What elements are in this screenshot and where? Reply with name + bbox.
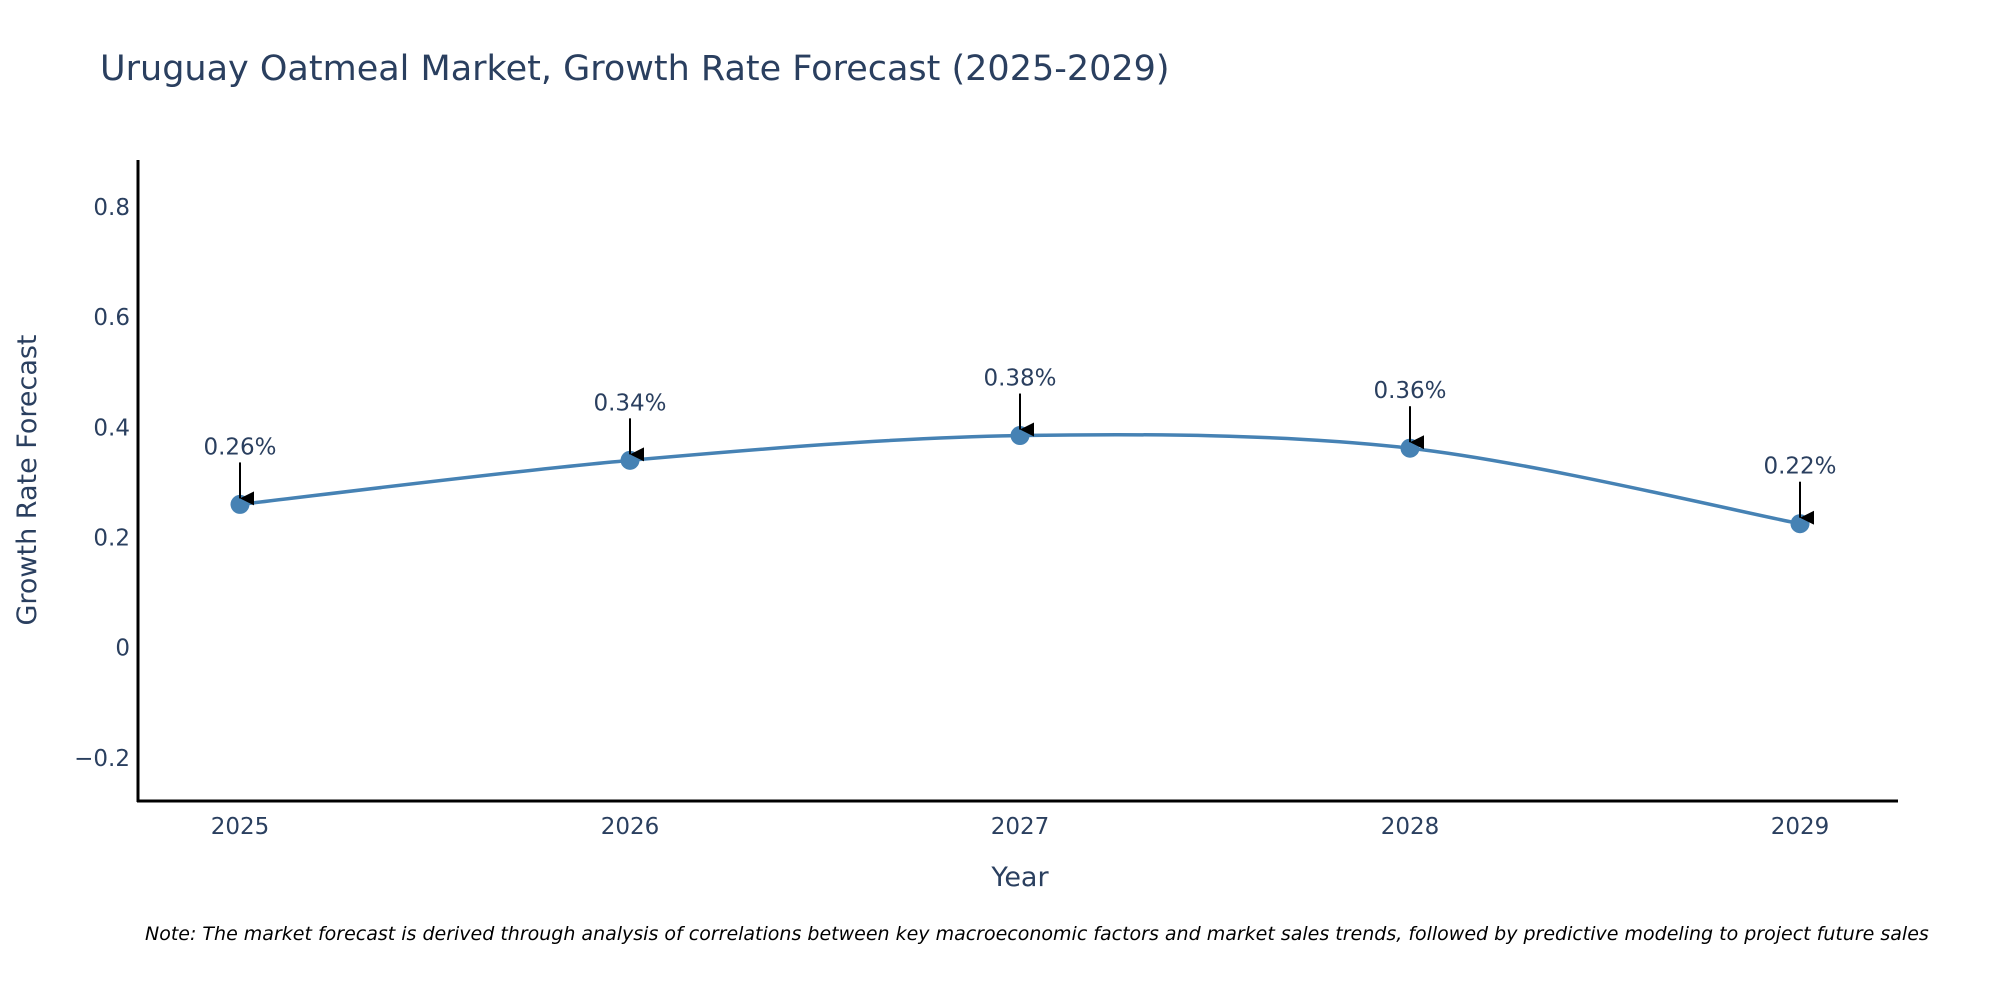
data-label: 0.22% [1763, 454, 1836, 480]
y-tick-label: 0.4 [93, 415, 130, 441]
x-axis-ticks: 2025 2026 2027 2028 2029 [211, 814, 1830, 840]
x-axis-title: Year [990, 862, 1049, 893]
y-axis-ticks: −0.2 0 0.2 0.4 0.6 0.8 [74, 195, 130, 772]
data-label: 0.34% [593, 390, 666, 416]
y-axis-title: Growth Rate Forecast [12, 334, 43, 625]
y-tick-label: 0.2 [93, 525, 130, 551]
data-label: 0.38% [983, 366, 1056, 392]
y-tick-label: 0.8 [93, 195, 130, 221]
series-line [238, 432, 1802, 526]
y-tick-label: 0 [115, 636, 130, 662]
y-tick-label: 0.6 [93, 305, 130, 331]
plot-area: 0.26% 0.34% 0.38% 0.36% 0.22% [203, 366, 1837, 534]
chart-title: Uruguay Oatmeal Market, Growth Rate Fore… [100, 49, 1170, 89]
x-tick-label: 2027 [991, 814, 1050, 840]
y-tick-label: −0.2 [74, 746, 130, 772]
data-label: 0.26% [203, 434, 276, 460]
x-tick-label: 2028 [1381, 814, 1440, 840]
data-label: 0.36% [1373, 378, 1446, 404]
footnote: Note: The market forecast is derived thr… [145, 923, 1929, 945]
x-tick-label: 2025 [211, 814, 270, 840]
x-tick-label: 2029 [1771, 814, 1830, 840]
x-tick-label: 2026 [601, 814, 660, 840]
